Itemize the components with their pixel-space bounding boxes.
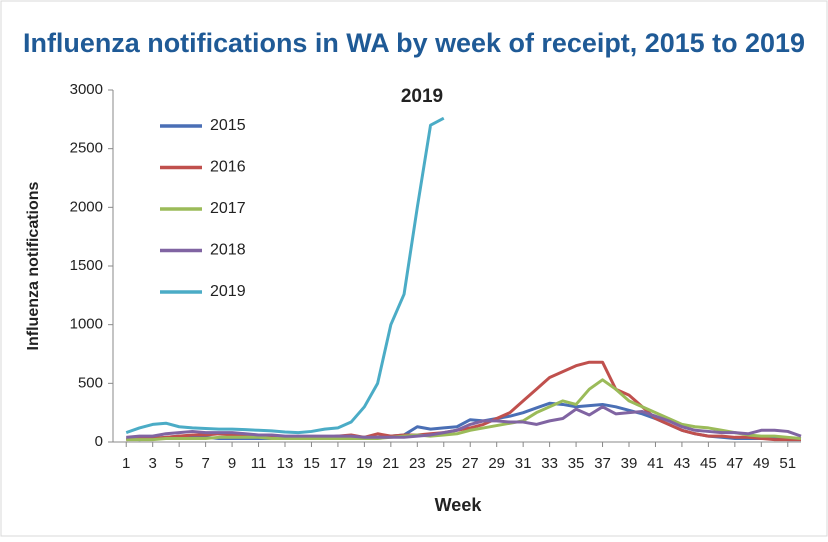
x-axis-label: Week (435, 495, 483, 515)
y-tick-label: 2000 (70, 198, 103, 215)
x-tick-label: 37 (594, 455, 611, 472)
annotation: 2019 (401, 86, 443, 107)
x-tick-label: 21 (383, 455, 400, 472)
x-tick-label: 45 (700, 455, 717, 472)
x-tick-label: 35 (568, 455, 585, 472)
series-line (125, 116, 445, 435)
x-tick-label: 51 (779, 455, 796, 472)
x-tick-label: 17 (330, 455, 347, 472)
y-tick-label: 3000 (70, 81, 103, 98)
x-tick-label: 33 (541, 455, 558, 472)
legend-label: 2017 (210, 200, 246, 217)
x-tick-label: 47 (727, 455, 744, 472)
legend-label: 2018 (210, 242, 246, 259)
x-tick-label: 15 (303, 455, 320, 472)
x-tick-label: 11 (251, 455, 267, 472)
x-tick-label: 5 (175, 455, 183, 472)
legend-label: 2015 (210, 117, 246, 134)
x-tick-label: 25 (435, 455, 452, 472)
y-tick-label: 2500 (70, 140, 103, 157)
y-tick-label: 1000 (70, 316, 103, 333)
x-tick-label: 7 (201, 455, 209, 472)
x-tick-label: 39 (621, 455, 638, 472)
series-line (126, 405, 802, 439)
x-tick-label: 49 (753, 455, 770, 472)
x-tick-label: 19 (356, 455, 373, 472)
legend-label: 2016 (210, 159, 246, 176)
series-line (126, 360, 801, 442)
x-tick-label: 1 (122, 455, 130, 472)
x-tick-label: 27 (462, 455, 479, 472)
legend-label: 2019 (210, 283, 246, 300)
x-tick-label: 13 (277, 455, 294, 472)
x-tick-label: 31 (515, 455, 532, 472)
series-line (126, 378, 802, 442)
x-tick-label: 43 (674, 455, 691, 472)
y-axis-label: Influenza notifications (25, 181, 42, 350)
x-tick-label: 3 (149, 455, 157, 472)
y-tick-label: 500 (78, 374, 103, 391)
x-tick-label: 23 (409, 455, 426, 472)
chart-title: Influenza notifications in WA by week of… (23, 28, 805, 58)
x-tick-label: 41 (647, 455, 664, 472)
x-tick-label: 9 (228, 455, 236, 472)
y-tick-label: 0 (95, 433, 103, 450)
y-tick-label: 1500 (70, 257, 103, 274)
x-tick-label: 29 (488, 455, 505, 472)
